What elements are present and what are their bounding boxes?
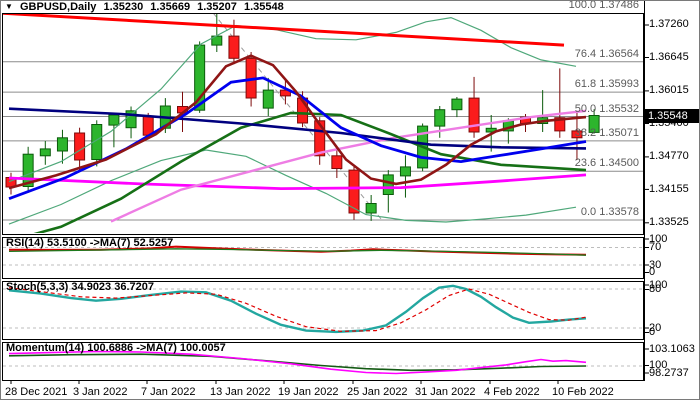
rsi-ma — [8, 248, 587, 256]
chart-title: ▼ GBPUSD,Daily 1.35230 1.35669 1.35207 1… — [5, 1, 288, 13]
stoch-panel-frame — [2, 281, 644, 340]
candle-bullish — [382, 174, 394, 195]
candle-bullish — [39, 148, 51, 157]
candle-bearish — [348, 169, 360, 214]
candle-bullish — [56, 137, 68, 152]
current-price-badge: 1.35548 — [645, 109, 699, 123]
ma-violet — [110, 109, 587, 223]
candle-bearish — [468, 97, 480, 133]
momentum-panel-frame — [2, 342, 644, 381]
candle-bullish — [451, 98, 463, 111]
ma-darkgreen — [33, 111, 587, 233]
candle-bearish — [74, 132, 86, 161]
bollinger-lower-band — [8, 149, 577, 225]
rsi-indicator-label: RSI(14) 53.5100 ->MA(7) 52.5257 — [6, 237, 174, 249]
candle-bullish — [365, 203, 377, 214]
quote-close: 1.35548 — [243, 1, 284, 13]
quote-high: 1.35669 — [150, 1, 191, 13]
candle-bullish — [399, 166, 411, 177]
candle-bullish — [262, 89, 274, 109]
candle-bullish — [22, 153, 34, 187]
candle-bullish — [108, 114, 120, 126]
momentum-ma — [8, 353, 587, 372]
candle-bearish — [279, 89, 291, 97]
ma-navy — [8, 107, 587, 150]
momentum-line — [8, 350, 587, 375]
rsi-panel-frame — [2, 237, 644, 279]
momentum-indicator-label: Momentum(14) 100.6886 ->MA(7) 100.0057 — [6, 342, 226, 354]
ma-magenta-slow — [8, 173, 587, 191]
candle-bearish — [314, 120, 326, 157]
candle-bullish — [434, 109, 446, 127]
time-axis[interactable] — [1, 381, 699, 399]
quote-low: 1.35207 — [197, 1, 237, 13]
descending-red-trendline — [3, 14, 565, 47]
bollinger-upper-band — [8, 16, 577, 183]
candle-bearish — [554, 117, 566, 132]
stoch-indicator-label: Stoch(5,3,3) 34.9023 36.7207 — [6, 281, 154, 293]
candle-bearish — [228, 35, 240, 59]
candle-bearish — [571, 130, 583, 139]
symbol-timeframe: GBPUSD,Daily — [19, 1, 97, 13]
ma-fast-maroon — [8, 54, 587, 190]
candle-bullish — [588, 115, 600, 133]
price-axis[interactable] — [645, 1, 699, 381]
candle-bearish — [331, 155, 343, 170]
symbol-dropdown-icon: ▼ — [5, 2, 13, 11]
candle-bullish — [91, 124, 103, 160]
quote-open: 1.35230 — [103, 1, 144, 13]
